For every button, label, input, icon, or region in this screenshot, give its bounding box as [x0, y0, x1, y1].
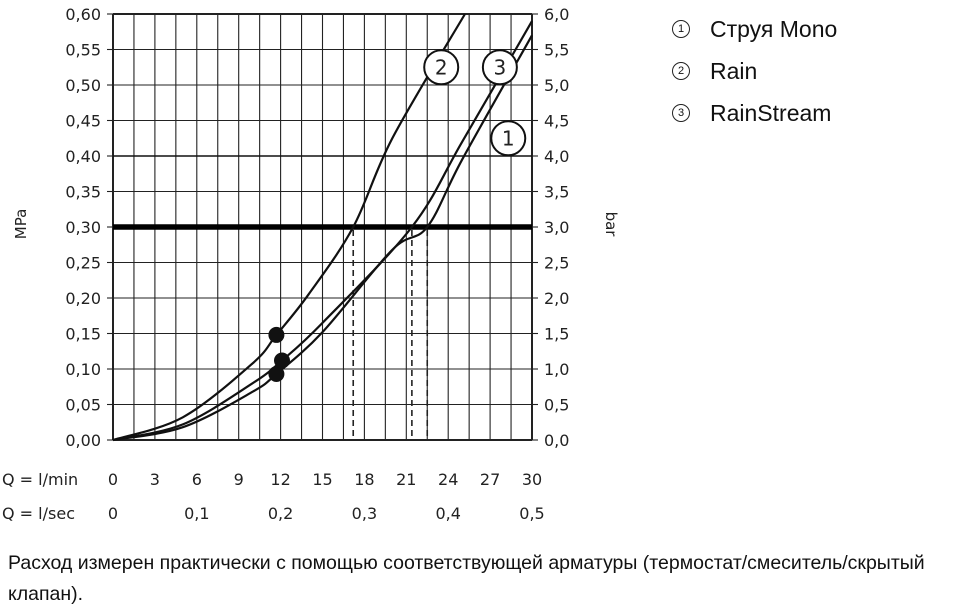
legend-badge-2: 2	[672, 62, 690, 80]
x-tick-label-lmin: 21	[396, 470, 416, 489]
curve-badge-3	[481, 49, 518, 86]
curve-badge-label-1: 1	[502, 126, 515, 150]
y-tick-label-left: 0,00	[65, 431, 101, 450]
y-tick-label-right: 5,0	[544, 76, 569, 95]
y-axis-label-right: bar	[602, 212, 620, 238]
legend-label-1: Струя Mono	[710, 15, 838, 42]
x-tick-label-lmin: 24	[438, 470, 458, 489]
x-tick-label-lsec: 0,5	[519, 504, 544, 523]
x-tick-label-lmin: 0	[108, 470, 118, 489]
curve-2	[112, 13, 466, 442]
y-tick-label-left: 0,20	[65, 289, 101, 308]
x-tick-label-lsec: 0	[108, 504, 118, 523]
y-tick-label-left: 0,35	[65, 183, 101, 202]
y-tick-label-right: 0,0	[544, 431, 569, 450]
measurement-note: Расход измерен практически с помощью соо…	[8, 552, 925, 605]
y-axis-label-left: MPa	[12, 209, 30, 240]
x-axis-label-lmin: Q = l/min	[2, 470, 78, 489]
curve-3	[112, 20, 533, 442]
legend-item-1: 1 Струя Mono	[672, 8, 837, 50]
legend-badge-3: 3	[672, 104, 690, 122]
operating-point-2	[268, 326, 285, 343]
legend-badge-1: 1	[672, 20, 690, 38]
y-tick-label-left: 0,15	[65, 325, 101, 344]
y-tick-label-right: 2,0	[544, 289, 569, 308]
y-tick-label-left: 0,50	[65, 76, 101, 95]
y-tick-label-right: 4,0	[544, 147, 569, 166]
y-tick-label-left: 0,25	[65, 254, 101, 273]
legend: 1 Струя Mono 2 Rain 3 RainStream	[672, 8, 837, 134]
operating-point-3	[273, 352, 290, 369]
pressure-flow-chart: 12 3 0,000,050,100,150,200,250,300,350,40…	[2, 5, 620, 523]
curve-badge-1	[490, 120, 527, 157]
x-tick-label-lmin: 18	[354, 470, 374, 489]
x-tick-label-lmin: 12	[270, 470, 290, 489]
y-tick-label-left: 0,45	[65, 112, 101, 131]
x-tick-label-lsec: 0,3	[352, 504, 377, 523]
drop-lines-group	[352, 230, 429, 440]
y-tick-label-left: 0,40	[65, 147, 101, 166]
x-tick-label-lmin: 30	[522, 470, 542, 489]
x-tick-label-lmin: 15	[312, 470, 332, 489]
y-tick-label-right: 4,5	[544, 112, 569, 131]
curve-badge-2	[423, 49, 460, 86]
y-tick-label-right: 0,5	[544, 396, 569, 415]
legend-label-3: RainStream	[710, 99, 832, 126]
curve-badges-group: 1 2 3	[423, 49, 527, 157]
legend-label-2: Rain	[710, 57, 758, 84]
y-tick-label-right: 5,5	[544, 41, 569, 60]
y-tick-label-right: 6,0	[544, 5, 569, 24]
y-tick-label-left: 0,10	[65, 360, 101, 379]
y-tick-label-left: 0,05	[65, 396, 101, 415]
x-tick-label-lsec: 0,2	[268, 504, 293, 523]
x-tick-label-lsec: 0,4	[435, 504, 460, 523]
x-tick-label-lsec: 0,1	[184, 504, 209, 523]
y-tick-label-right: 1,5	[544, 325, 569, 344]
y-tick-label-left: 0,60	[65, 5, 101, 24]
curve-badge-label-3: 3	[494, 55, 507, 79]
x-axis-label-lsec: Q = l/sec	[2, 504, 75, 523]
curve-1	[112, 34, 533, 442]
x-tick-label-lmin: 27	[480, 470, 500, 489]
x-tick-label-lmin: 6	[192, 470, 202, 489]
legend-item-2: 2 Rain	[672, 50, 837, 92]
y-tick-label-left: 0,30	[65, 218, 101, 237]
y-tick-label-right: 1,0	[544, 360, 569, 379]
y-tick-label-right: 2,5	[544, 254, 569, 273]
x-tick-label-lmin: 3	[150, 470, 160, 489]
operating-point-1	[268, 365, 285, 382]
legend-item-3: 3 RainStream	[672, 92, 837, 134]
y-tick-label-right: 3,0	[544, 218, 569, 237]
y-tick-label-right: 3,5	[544, 183, 569, 202]
operating-points-group	[268, 326, 290, 382]
curves-group	[112, 13, 533, 442]
curve-badge-label-2: 2	[435, 55, 448, 79]
x-tick-label-lmin: 9	[234, 470, 244, 489]
y-tick-label-left: 0,55	[65, 41, 101, 60]
tick-labels-group: 0,000,050,100,150,200,250,300,350,400,45…	[65, 5, 569, 523]
